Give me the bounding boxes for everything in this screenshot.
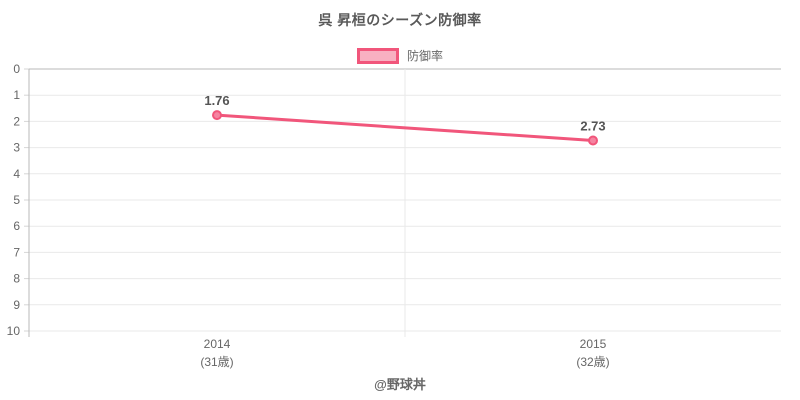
y-tick-label: 6 xyxy=(13,219,20,233)
x-tick-label-age: (32歳) xyxy=(576,355,609,369)
y-tick-label: 0 xyxy=(13,62,20,76)
chart-title: 呉 昇桓のシーズン防御率 xyxy=(318,12,482,28)
y-tick-label: 8 xyxy=(13,272,20,286)
data-point-label: 2.73 xyxy=(580,119,605,134)
legend-label: 防御率 xyxy=(406,49,443,63)
x-tick-label-year: 2015 xyxy=(580,337,607,351)
legend[interactable]: 防御率 xyxy=(0,47,800,64)
y-tick-label: 1 xyxy=(13,88,20,102)
watermark-credit: @野球丼 xyxy=(374,377,426,392)
y-tick-label: 3 xyxy=(13,141,20,155)
y-tick-label: 9 xyxy=(13,298,20,312)
y-tick-label: 7 xyxy=(13,245,20,259)
y-tick-label: 5 xyxy=(13,193,20,207)
data-point-label: 1.76 xyxy=(204,93,229,108)
x-tick-label-age: (31歳) xyxy=(200,355,233,369)
data-point[interactable] xyxy=(212,110,222,121)
y-tick-label: 2 xyxy=(13,114,20,128)
y-tick-label: 4 xyxy=(13,167,20,181)
y-tick-label: 10 xyxy=(7,324,21,338)
legend-swatch xyxy=(356,47,399,64)
data-point[interactable] xyxy=(588,135,598,146)
x-tick-label-year: 2014 xyxy=(204,337,231,351)
series-line xyxy=(215,113,595,143)
